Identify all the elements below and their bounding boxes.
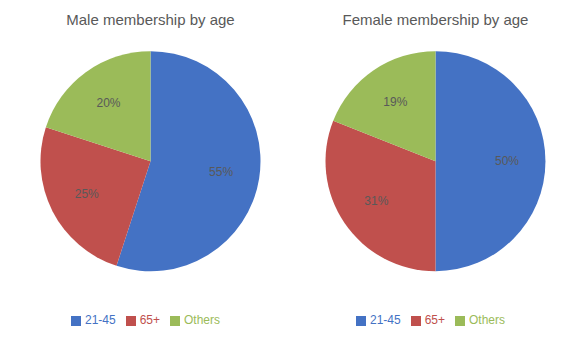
html-text:Female membership by age: Female membership by age	[342, 11, 529, 28]
html-text:21-45: 21-45	[85, 313, 116, 327]
svg-text:20%: 20%	[96, 96, 120, 110]
svg-text:31%: 31%	[364, 194, 388, 208]
svg-text:55%: 55%	[209, 165, 233, 179]
svg-text:19%: 19%	[383, 95, 407, 109]
html-text:21-45: 21-45	[370, 313, 401, 327]
html-text:Male membership by age: Male membership by age	[66, 11, 235, 28]
html-text:Others: Others	[469, 313, 505, 327]
html-text:65+: 65+	[139, 313, 160, 327]
svg-text:50%: 50%	[495, 154, 519, 168]
html-text:65+: 65+	[424, 313, 445, 327]
svg-text:25%: 25%	[75, 187, 99, 201]
html-text:Others: Others	[184, 313, 220, 327]
